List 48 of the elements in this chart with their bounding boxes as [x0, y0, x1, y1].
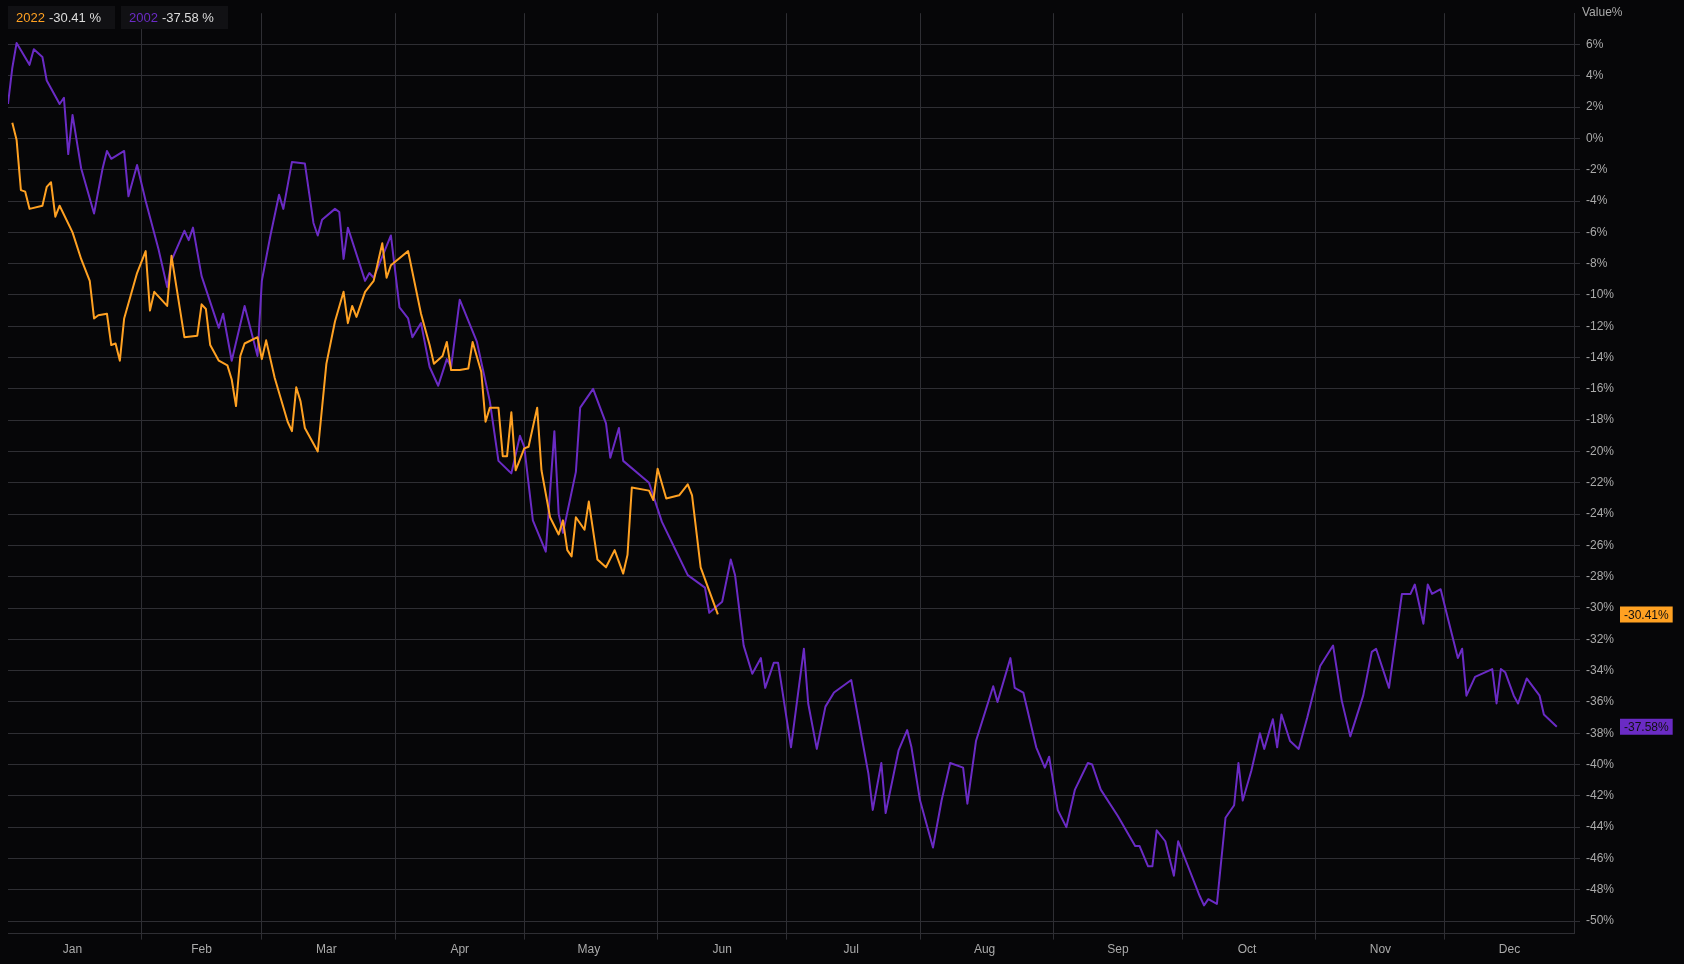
y-tick-label: -4%: [1586, 193, 1608, 208]
x-tick-label: Mar: [316, 942, 337, 957]
x-tick-label: Jul: [843, 942, 859, 957]
y-tick-label: -38%: [1586, 725, 1615, 740]
y-tick-label: -26%: [1586, 537, 1615, 552]
y-tick-label: -14%: [1586, 349, 1615, 364]
y-tick-label: -8%: [1586, 255, 1608, 270]
x-tick-label: May: [577, 942, 601, 957]
y-tick-label: -50%: [1586, 913, 1615, 928]
y-tick-label: -18%: [1586, 412, 1615, 427]
text: 2002: [128, 10, 158, 25]
x-tick-label: Aug: [973, 942, 996, 957]
y-tick-label: -10%: [1586, 287, 1615, 302]
x-tick-label: Dec: [1498, 942, 1521, 957]
y-tick-label: -40%: [1586, 756, 1615, 771]
y-tick-label: -20%: [1586, 443, 1615, 458]
y-tick-label: -24%: [1586, 506, 1615, 521]
y-tick-label: -2%: [1586, 162, 1608, 177]
x-tick-label: Feb: [191, 942, 213, 957]
y-tick-label: 0%: [1586, 130, 1604, 145]
x-tick-label: Nov: [1369, 942, 1392, 957]
y-tick-label: 6%: [1586, 36, 1604, 51]
annotation: -37.58 %: [161, 10, 214, 25]
x-tick-label: Apr: [450, 942, 470, 957]
y-tick-label: -32%: [1586, 631, 1615, 646]
y-tick-label: -42%: [1586, 788, 1615, 803]
y-axis-title: Value%: [1582, 5, 1623, 20]
text: 2022: [16, 10, 45, 25]
x-tick-label: Sep: [1107, 942, 1129, 957]
y-tick-label: -28%: [1586, 569, 1615, 584]
y-tick-label: 2%: [1586, 99, 1604, 114]
y-tick-label: -34%: [1586, 662, 1615, 677]
y-tick-label: -6%: [1586, 224, 1608, 239]
y-tick-label: -22%: [1586, 475, 1615, 490]
y-tick-label: -12%: [1586, 318, 1615, 333]
annotation: -30.41 %: [48, 10, 101, 25]
x-tick-label: Jan: [62, 942, 83, 957]
y-tick-label: -46%: [1586, 850, 1615, 865]
x-tick-label: Oct: [1237, 942, 1258, 957]
y-tick-label: -16%: [1586, 381, 1615, 396]
x-tick-label: Jun: [712, 942, 732, 957]
text: -30.41%: [1624, 607, 1670, 622]
y-tick-label: -48%: [1586, 882, 1615, 897]
text: -37.58%: [1624, 719, 1670, 734]
y-tick-label: 4%: [1586, 68, 1604, 83]
y-tick-label: -30%: [1586, 600, 1615, 615]
y-tick-label: -44%: [1586, 819, 1615, 834]
y-tick-label: -36%: [1586, 694, 1615, 709]
